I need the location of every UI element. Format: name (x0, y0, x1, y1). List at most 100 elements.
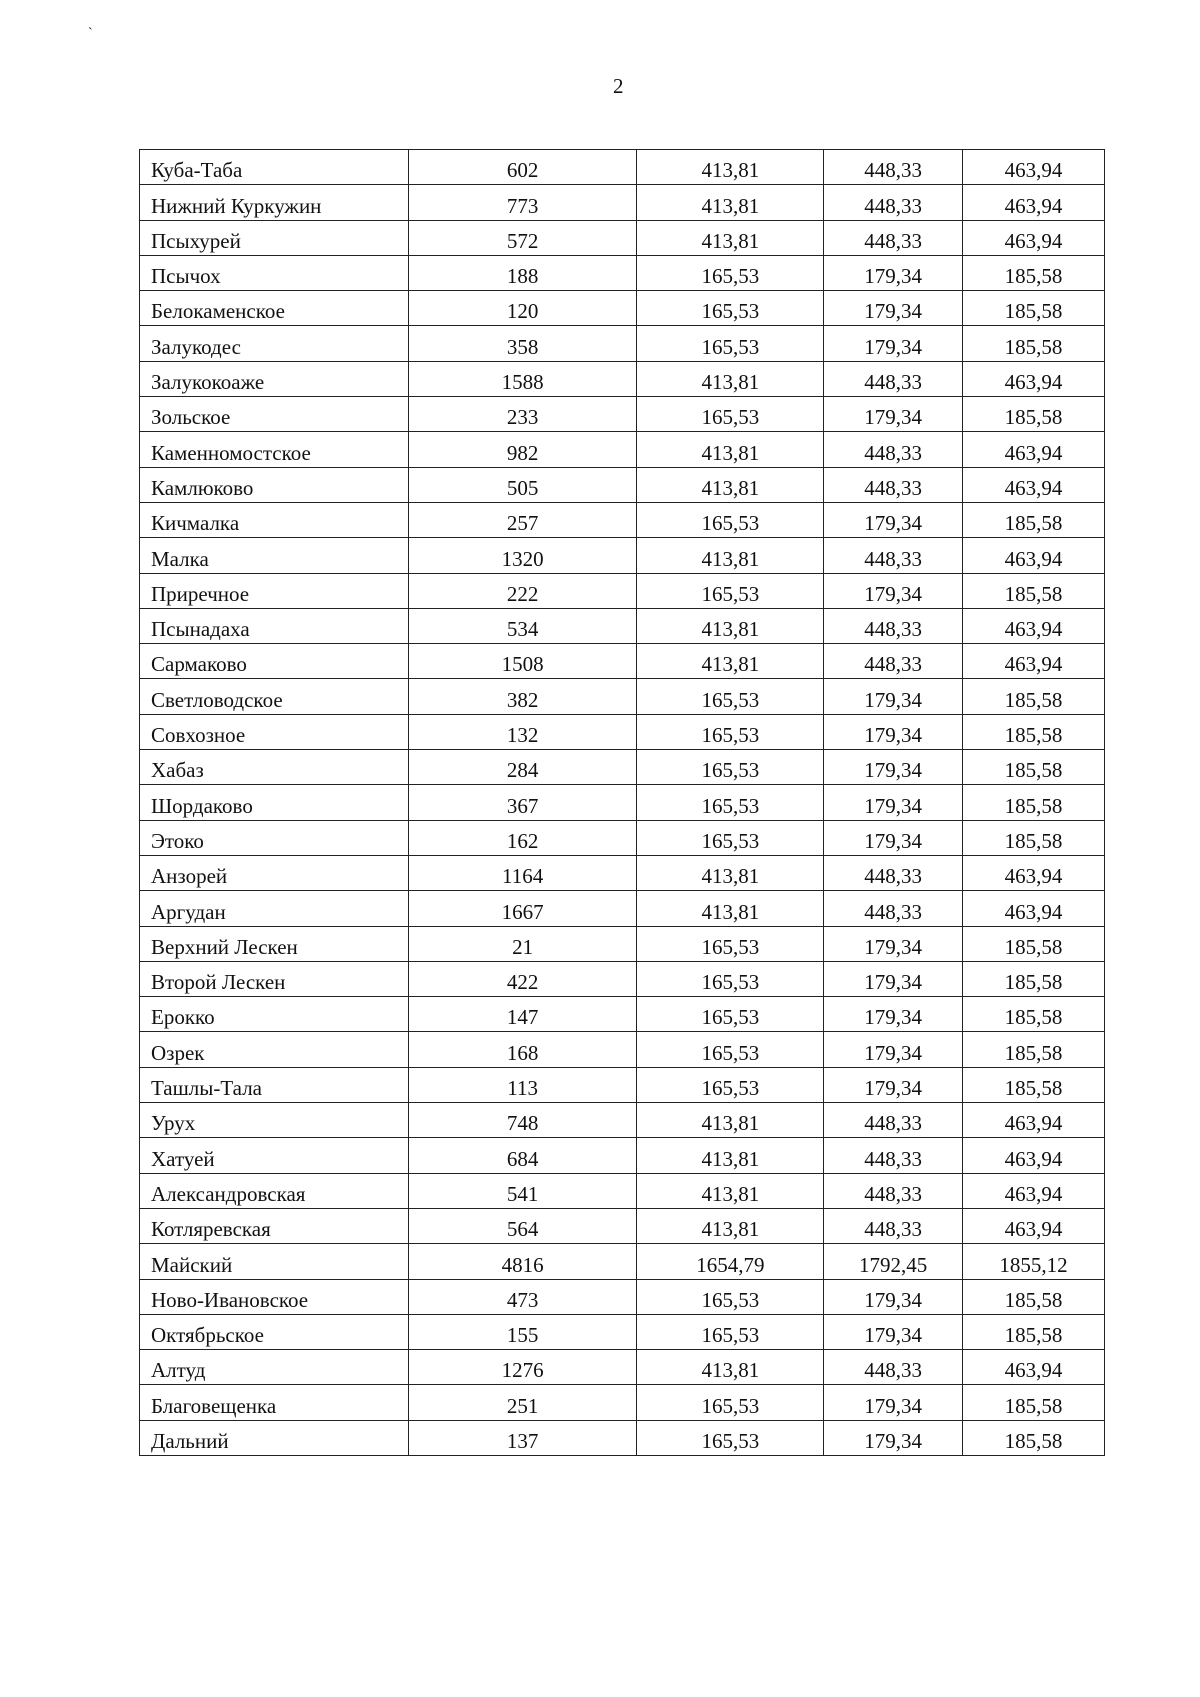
value-cell-4: 463,94 (962, 466, 1105, 503)
value-cell-2: 165,53 (636, 1031, 825, 1068)
table-row: Аргудан 1667 413,81 448,33 463,94 (139, 890, 1105, 927)
settlement-name-cell: Дальний (139, 1419, 409, 1456)
table-row: Сармаково 1508 413,81 448,33 463,94 (139, 643, 1105, 680)
value-cell-4: 185,58 (962, 1384, 1105, 1421)
value-cell-4: 463,94 (962, 1349, 1105, 1386)
value-cell-1: 251 (407, 1384, 638, 1421)
value-cell-4: 185,58 (962, 819, 1105, 856)
stray-mark: ` (88, 26, 93, 41)
table-row: Алтуд 1276 413,81 448,33 463,94 (139, 1349, 1105, 1386)
value-cell-3: 448,33 (823, 890, 964, 927)
value-cell-1: 21 (407, 925, 638, 962)
settlement-name-cell: Камлюково (139, 466, 409, 503)
settlement-name-cell: Ташлы-Тала (139, 1066, 409, 1104)
value-cell-3: 179,34 (823, 1066, 964, 1104)
value-cell-2: 413,81 (636, 184, 825, 221)
value-cell-3: 448,33 (823, 219, 964, 256)
value-cell-3: 448,33 (823, 466, 964, 503)
table-row: Светловодское 382 165,53 179,34 185,58 (139, 678, 1105, 715)
value-cell-1: 564 (407, 1207, 638, 1245)
value-cell-3: 179,34 (823, 713, 964, 751)
value-cell-3: 448,33 (823, 184, 964, 221)
table-row: Приречное 222 165,53 179,34 185,58 (139, 572, 1105, 609)
table-row: Майский 4816 1654,79 1792,45 1855,12 (139, 1243, 1105, 1280)
table-row: Шордаково 367 165,53 179,34 185,58 (139, 784, 1105, 821)
value-cell-3: 179,34 (823, 1278, 964, 1315)
value-cell-4: 463,94 (962, 1102, 1105, 1139)
value-cell-2: 413,81 (636, 1172, 825, 1209)
value-cell-4: 185,58 (962, 325, 1105, 362)
value-cell-2: 165,53 (636, 501, 825, 539)
value-cell-2: 165,53 (636, 1384, 825, 1421)
settlement-name-cell: Второй Лескен (139, 960, 409, 998)
value-cell-4: 185,58 (962, 1031, 1105, 1068)
value-cell-2: 165,53 (636, 325, 825, 362)
value-cell-4: 185,58 (962, 572, 1105, 609)
value-cell-1: 748 (407, 1102, 638, 1139)
value-cell-3: 179,34 (823, 1031, 964, 1068)
value-cell-4: 463,94 (962, 219, 1105, 256)
value-cell-3: 179,34 (823, 572, 964, 609)
value-cell-4: 463,94 (962, 854, 1105, 892)
value-cell-4: 185,58 (962, 749, 1105, 786)
value-cell-1: 422 (407, 960, 638, 998)
value-cell-1: 168 (407, 1031, 638, 1068)
table-row: Котляревская 564 413,81 448,33 463,94 (139, 1207, 1105, 1245)
value-cell-3: 179,34 (823, 325, 964, 362)
value-cell-1: 572 (407, 219, 638, 256)
table-row: Второй Лескен 422 165,53 179,34 185,58 (139, 960, 1105, 998)
value-cell-1: 113 (407, 1066, 638, 1104)
value-cell-4: 463,94 (962, 537, 1105, 574)
value-cell-1: 982 (407, 431, 638, 468)
table-row: Малка 1320 413,81 448,33 463,94 (139, 537, 1105, 574)
settlement-name-cell: Псычох (139, 254, 409, 292)
table-row: Хатуей 684 413,81 448,33 463,94 (139, 1137, 1105, 1174)
value-cell-4: 463,94 (962, 1172, 1105, 1209)
table-row: Анзорей 1164 413,81 448,33 463,94 (139, 854, 1105, 892)
value-cell-4: 463,94 (962, 607, 1105, 645)
value-cell-2: 165,53 (636, 572, 825, 609)
table-row: Псыхурей 572 413,81 448,33 463,94 (139, 219, 1105, 256)
value-cell-2: 165,53 (636, 396, 825, 433)
table-row: Каменномостское 982 413,81 448,33 463,94 (139, 431, 1105, 468)
value-cell-1: 162 (407, 819, 638, 856)
settlement-name-cell: Светловодское (139, 678, 409, 715)
table-row: Александровская 541 413,81 448,33 463,94 (139, 1172, 1105, 1209)
value-cell-2: 165,53 (636, 290, 825, 327)
settlement-name-cell: Псыхурей (139, 219, 409, 256)
value-cell-4: 185,58 (962, 1278, 1105, 1315)
table-row: Залукодес 358 165,53 179,34 185,58 (139, 325, 1105, 362)
value-cell-1: 132 (407, 713, 638, 751)
value-cell-1: 147 (407, 996, 638, 1033)
settlement-name-cell: Урух (139, 1102, 409, 1139)
settlement-name-cell: Котляревская (139, 1207, 409, 1245)
value-cell-4: 185,58 (962, 290, 1105, 327)
value-cell-2: 413,81 (636, 1349, 825, 1386)
value-cell-2: 165,53 (636, 749, 825, 786)
value-cell-3: 448,33 (823, 1207, 964, 1245)
value-cell-3: 179,34 (823, 290, 964, 327)
table-row: Октябрьское 155 165,53 179,34 185,58 (139, 1313, 1105, 1351)
settlement-name-cell: Приречное (139, 572, 409, 609)
value-cell-1: 1588 (407, 360, 638, 398)
table-row: Куба-Таба 602 413,81 448,33 463,94 (139, 148, 1105, 186)
value-cell-4: 463,94 (962, 643, 1105, 680)
table-row: Дальний 137 165,53 179,34 185,58 (139, 1419, 1105, 1456)
value-cell-3: 1792,45 (823, 1243, 964, 1280)
table-row: Кичмалка 257 165,53 179,34 185,58 (139, 501, 1105, 539)
value-cell-2: 1654,79 (636, 1243, 825, 1280)
table-row: Ерокко 147 165,53 179,34 185,58 (139, 996, 1105, 1033)
value-cell-1: 120 (407, 290, 638, 327)
settlement-name-cell: Белокаменское (139, 290, 409, 327)
value-cell-2: 165,53 (636, 678, 825, 715)
value-cell-2: 165,53 (636, 784, 825, 821)
value-cell-2: 165,53 (636, 1278, 825, 1315)
value-cell-2: 165,53 (636, 713, 825, 751)
settlement-name-cell: Залукодес (139, 325, 409, 362)
value-cell-3: 448,33 (823, 431, 964, 468)
settlement-name-cell: Алтуд (139, 1349, 409, 1386)
value-cell-3: 448,33 (823, 148, 964, 186)
value-cell-4: 463,94 (962, 184, 1105, 221)
value-cell-2: 413,81 (636, 607, 825, 645)
value-cell-2: 165,53 (636, 960, 825, 998)
